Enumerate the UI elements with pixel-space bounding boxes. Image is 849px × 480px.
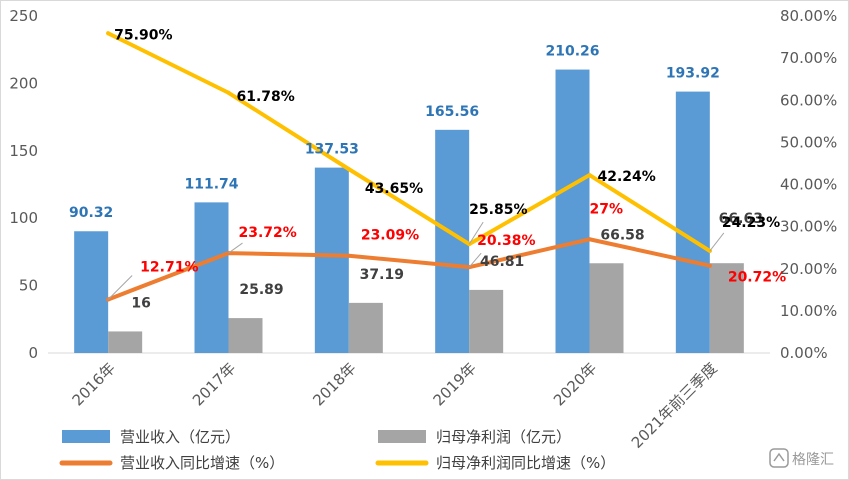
revenue-data-label: 210.26 <box>545 44 599 60</box>
legend-label: 归母净利润（亿元） <box>436 428 571 446</box>
revenue-growth-data-label: 20.38% <box>477 233 535 249</box>
revenue-growth-point <box>707 263 712 268</box>
revenue-data-label: 165.56 <box>425 104 479 120</box>
watermark: 格隆汇 <box>769 448 834 468</box>
profit-growth-data-label: 42.24% <box>598 169 656 185</box>
x-category-label: 2019年 <box>430 359 480 409</box>
y-right-tick-label: 40.00% <box>780 176 837 194</box>
x-category-label: 2017年 <box>189 359 239 409</box>
x-category-label: 2021年前三季度 <box>628 359 721 452</box>
y-left-tick-label: 100 <box>9 209 38 227</box>
revenue-growth-data-label: 23.72% <box>239 225 297 241</box>
y-right-tick-label: 60.00% <box>780 91 837 109</box>
y-right-tick-label: 70.00% <box>780 49 837 67</box>
x-category-label: 2018年 <box>309 359 359 409</box>
net-profit-data-label: 37.19 <box>360 267 404 283</box>
bar-net-profit <box>469 289 504 353</box>
leader-line <box>468 221 484 245</box>
revenue-data-label: 193.92 <box>666 66 720 82</box>
revenue-growth-data-label: 20.72% <box>728 270 786 286</box>
legend-swatch <box>62 430 110 443</box>
leader-line <box>228 242 243 254</box>
revenue-growth-line <box>106 237 712 302</box>
leader-line <box>468 252 482 268</box>
leader-line <box>107 275 133 300</box>
bar-revenue <box>555 69 590 353</box>
profit-growth-data-label: 25.85% <box>469 202 527 218</box>
y-right-tick-label: 0.00% <box>780 344 828 362</box>
revenue-growth-data-label: 23.09% <box>361 228 419 244</box>
revenue-growth-data-label: 27% <box>590 201 624 217</box>
bar-net-profit <box>589 263 624 353</box>
legend: 营业收入（亿元） 归母净利润（亿元） 营业收入同比增速（%） 归母净利润同比增速（%） <box>59 428 615 472</box>
profit-growth-data-label: 43.65% <box>365 181 423 197</box>
net-profit-data-label: 66.63 <box>719 211 763 227</box>
bar-revenue <box>194 202 229 353</box>
profit-growth-point <box>346 167 351 172</box>
watermark-logo-mark <box>773 452 785 462</box>
y-left-tick-label: 200 <box>9 74 38 92</box>
net-profit-data-label: 16 <box>131 295 150 311</box>
revenue-growth-point <box>346 253 351 258</box>
revenue-data-label: 111.74 <box>184 176 238 192</box>
bar-revenue <box>675 91 710 354</box>
y-left-tick-label: 150 <box>9 142 38 160</box>
watermark-text: 格隆汇 <box>792 452 834 468</box>
watermark-logo-icon <box>769 448 789 468</box>
profit-growth-data-label: 24.23% <box>722 215 780 231</box>
y-right-tick-label: 50.00% <box>780 133 837 151</box>
revenue-growth-data-label: 12.71% <box>140 259 198 275</box>
net-profit-data-label: 66.58 <box>600 227 644 243</box>
y-right-tick-label: 30.00% <box>780 218 837 236</box>
legend-label: 营业收入（亿元） <box>120 428 240 446</box>
profit-growth-point <box>226 90 231 95</box>
bar-net-profit <box>228 318 263 353</box>
profit-growth-data-label: 75.90% <box>114 27 172 43</box>
y-right-tick-label: 20.00% <box>780 260 837 278</box>
profit-growth-line <box>106 31 712 253</box>
bar-net-profit <box>108 331 143 353</box>
revenue-data-label: 137.53 <box>305 142 359 158</box>
profit-growth-data-label: 61.78% <box>237 89 295 105</box>
y-left-tick-label: 250 <box>9 7 38 25</box>
bar-net-profit <box>348 302 383 353</box>
bar-net-profit <box>709 263 744 353</box>
y-left-tick-label: 0 <box>28 344 38 362</box>
revenue-data-label: 90.32 <box>69 205 113 221</box>
profit-growth-point <box>106 31 111 36</box>
x-category-label: 2016年 <box>69 359 119 409</box>
y-right-tick-label: 80.00% <box>780 7 837 25</box>
y-left-tick-label: 50 <box>19 277 38 295</box>
legend-label: 归母净利润同比增速（%） <box>436 454 615 472</box>
profit-growth-point <box>587 173 592 178</box>
x-category-label: 2020年 <box>550 359 600 409</box>
bar-revenue <box>74 231 109 353</box>
net-profit-data-label: 46.81 <box>480 254 524 270</box>
revenue-growth-point <box>587 237 592 242</box>
legend-label: 营业收入同比增速（%） <box>120 454 284 472</box>
bar-revenue <box>314 167 349 353</box>
net-profit-data-label: 25.89 <box>239 282 283 298</box>
y-right-tick-label: 10.00% <box>780 302 837 320</box>
legend-swatch <box>378 430 426 443</box>
leader-line <box>709 232 725 252</box>
